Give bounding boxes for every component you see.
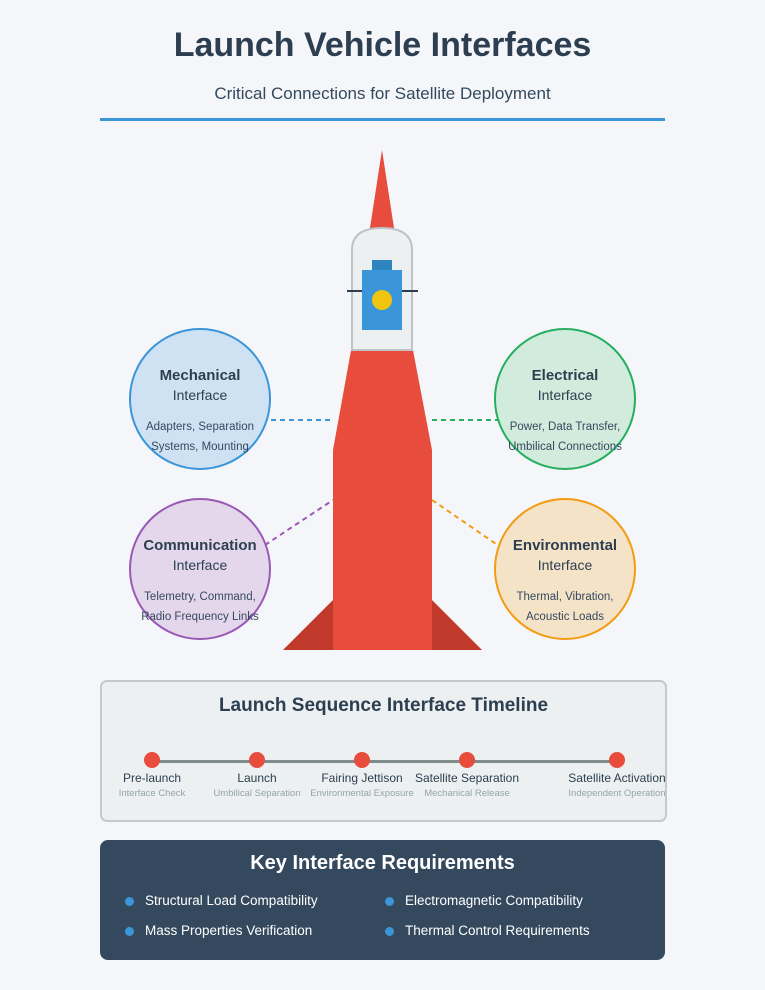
environmental-desc-line2: Acoustic Loads: [526, 611, 604, 623]
environmental-title: Environmental: [513, 537, 617, 554]
timeline-marker: [609, 752, 625, 768]
electrical-subtitle: Interface: [538, 387, 593, 403]
timeline-step-label: Satellite Separation: [414, 771, 520, 785]
rocket-body-shade: [333, 450, 432, 650]
bullet-icon: [125, 897, 134, 906]
page-title: Launch Vehicle Interfaces: [173, 26, 592, 64]
requirement-item: Electromagnetic Compatibility: [385, 893, 583, 908]
environmental-subtitle: Interface: [538, 557, 593, 573]
environmental-interface: Environmental Interface Thermal, Vibrati…: [494, 498, 636, 640]
electrical-title: Electrical: [532, 367, 599, 384]
timeline-title: Launch Sequence Interface Timeline: [218, 695, 549, 716]
electrical-interface: Electrical Interface Power, Data Transfe…: [494, 328, 636, 470]
electrical-desc-line2: Umbilical Connections: [508, 441, 622, 453]
requirement-item: Thermal Control Requirements: [385, 923, 590, 938]
timeline-marker: [354, 752, 370, 768]
timeline-track: [152, 760, 617, 763]
timeline-step-label: Fairing Jettison: [321, 771, 403, 785]
satellite-sensor: [372, 290, 392, 310]
communication-connector: [264, 499, 334, 546]
requirement-text: Thermal Control Requirements: [405, 923, 590, 938]
timeline-step-detail: Umbilical Separation: [213, 788, 301, 799]
electrical-desc-line1: Power, Data Transfer,: [510, 421, 621, 433]
requirements-panel: Key Interface Requirements Structural Lo…: [100, 840, 665, 960]
timeline-marker: [459, 752, 475, 768]
timeline-step-detail: Interface Check: [118, 788, 186, 799]
communication-subtitle: Interface: [173, 557, 228, 573]
requirement-text: Mass Properties Verification: [145, 923, 313, 938]
requirements-title: Key Interface Requirements: [250, 852, 515, 874]
bullet-icon: [385, 897, 394, 906]
timeline-step-detail: Independent Operation: [568, 788, 666, 799]
mechanical-desc-line2: Systems, Mounting: [151, 441, 249, 453]
timeline-marker: [249, 752, 265, 768]
requirement-text: Electromagnetic Compatibility: [405, 893, 583, 908]
interface-diagram: Mechanical Interface Adapters, Separatio…: [129, 150, 636, 650]
bullet-icon: [385, 927, 394, 936]
rocket-left-fin: [283, 600, 333, 650]
timeline-step-label: Pre-launch: [122, 771, 182, 785]
environmental-connector: [431, 499, 503, 549]
communication-interface: Communication Interface Telemetry, Comma…: [129, 498, 271, 640]
requirement-text: Structural Load Compatibility: [145, 893, 318, 908]
communication-title: Communication: [143, 537, 256, 554]
communication-desc-line1: Telemetry, Command,: [144, 591, 256, 603]
title-divider: [100, 118, 665, 121]
timeline-marker: [144, 752, 160, 768]
requirement-item: Mass Properties Verification: [125, 923, 313, 938]
timeline-panel: Launch Sequence Interface Timeline Pre-l…: [100, 680, 667, 822]
satellite-antenna-mount: [372, 260, 392, 270]
environmental-desc-line1: Thermal, Vibration,: [517, 591, 614, 603]
rocket-right-fin: [432, 600, 482, 650]
timeline-step-label: Launch: [237, 771, 277, 785]
timeline-step-detail: Mechanical Release: [424, 788, 510, 799]
bullet-icon: [125, 927, 134, 936]
mechanical-subtitle: Interface: [173, 387, 228, 403]
requirement-item: Structural Load Compatibility: [125, 893, 318, 908]
mechanical-title: Mechanical: [160, 367, 241, 384]
mechanical-desc-line1: Adapters, Separation: [146, 421, 254, 433]
communication-desc-line2: Radio Frequency Links: [141, 611, 259, 623]
timeline-step-detail: Environmental Exposure: [310, 788, 414, 799]
timeline-step-label: Satellite Activation: [568, 771, 666, 785]
page-subtitle: Critical Connections for Satellite Deplo…: [214, 84, 551, 103]
mechanical-interface: Mechanical Interface Adapters, Separatio…: [129, 328, 271, 470]
